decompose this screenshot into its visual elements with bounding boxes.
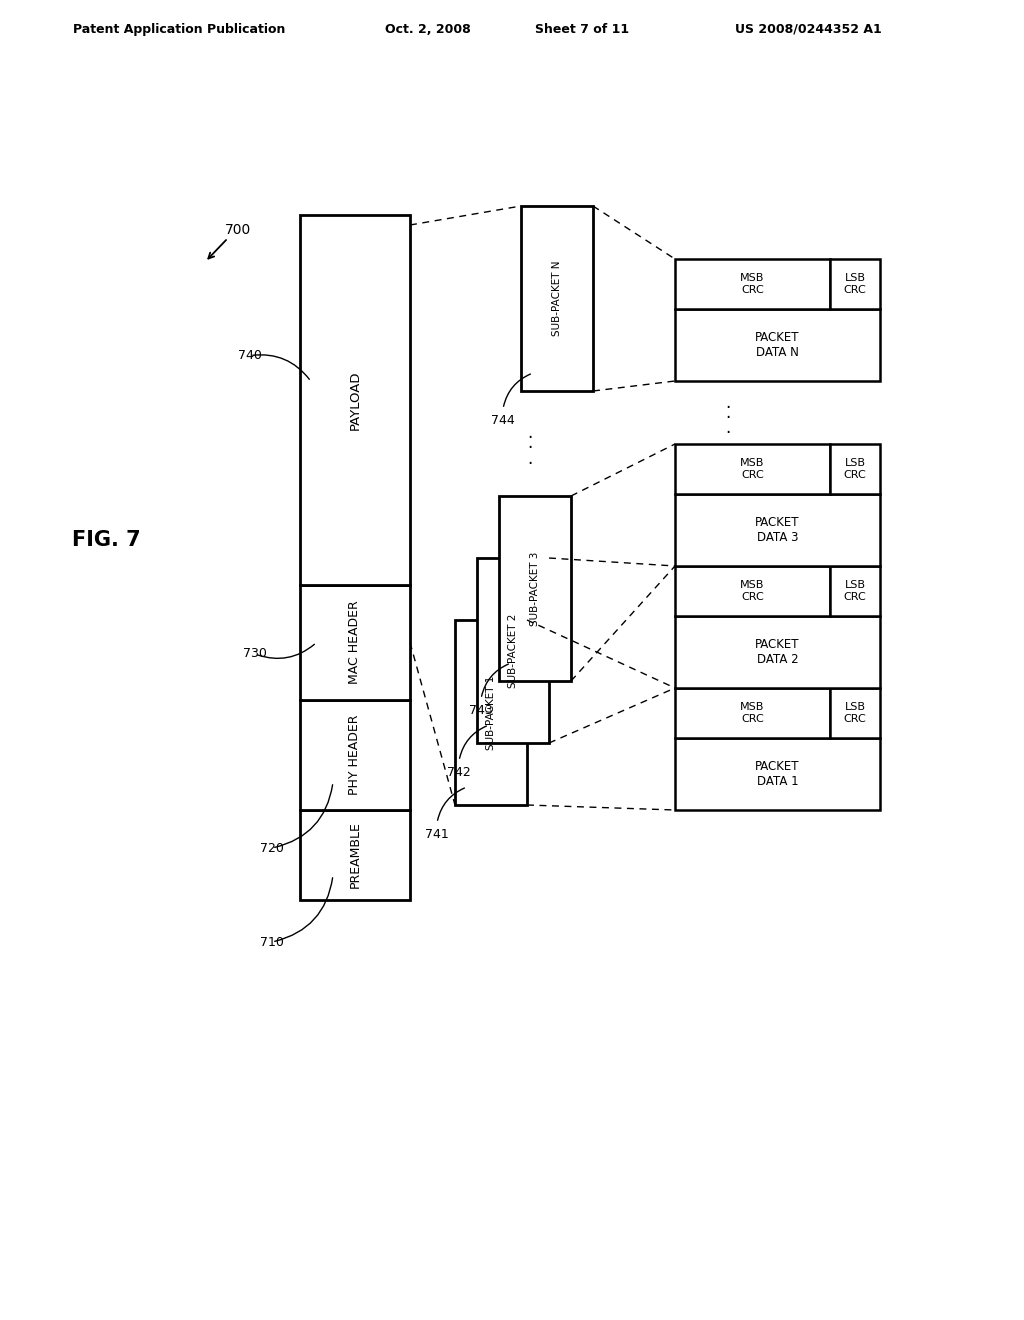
Text: PACKET
DATA N: PACKET DATA N	[756, 331, 800, 359]
Text: PACKET
DATA 3: PACKET DATA 3	[756, 516, 800, 544]
Text: .: .	[527, 434, 532, 453]
Text: MSB
CRC: MSB CRC	[740, 581, 765, 602]
FancyBboxPatch shape	[675, 309, 880, 381]
FancyBboxPatch shape	[830, 688, 880, 738]
Text: LSB
CRC: LSB CRC	[844, 702, 866, 723]
Text: 741: 741	[425, 829, 449, 842]
Text: US 2008/0244352 A1: US 2008/0244352 A1	[735, 22, 882, 36]
Text: LSB
CRC: LSB CRC	[844, 458, 866, 479]
Text: PACKET
DATA 2: PACKET DATA 2	[756, 638, 800, 667]
FancyBboxPatch shape	[300, 215, 410, 585]
Text: 720: 720	[260, 842, 284, 854]
Text: MAC HEADER: MAC HEADER	[348, 601, 361, 684]
FancyBboxPatch shape	[675, 616, 880, 688]
Text: Sheet 7 of 11: Sheet 7 of 11	[535, 22, 629, 36]
Text: LSB
CRC: LSB CRC	[844, 581, 866, 602]
Text: Patent Application Publication: Patent Application Publication	[73, 22, 286, 36]
Text: MSB
CRC: MSB CRC	[740, 702, 765, 723]
FancyBboxPatch shape	[830, 566, 880, 616]
FancyBboxPatch shape	[300, 585, 410, 700]
FancyBboxPatch shape	[455, 620, 527, 805]
Text: FIG. 7: FIG. 7	[72, 531, 140, 550]
Text: PACKET
DATA 1: PACKET DATA 1	[756, 760, 800, 788]
Text: SUB-PACKET 3: SUB-PACKET 3	[530, 552, 540, 626]
Text: 742: 742	[447, 767, 471, 780]
Text: PHY HEADER: PHY HEADER	[348, 714, 361, 795]
Text: PREAMBLE: PREAMBLE	[348, 821, 361, 888]
Text: .: .	[527, 425, 532, 442]
FancyBboxPatch shape	[830, 444, 880, 494]
FancyBboxPatch shape	[830, 259, 880, 309]
Text: Oct. 2, 2008: Oct. 2, 2008	[385, 22, 471, 36]
Text: 710: 710	[260, 936, 284, 949]
FancyBboxPatch shape	[675, 738, 880, 810]
Text: 743: 743	[469, 705, 493, 718]
FancyBboxPatch shape	[675, 444, 830, 494]
Text: 730: 730	[243, 648, 267, 660]
Text: .: .	[725, 418, 730, 437]
Text: MSB
CRC: MSB CRC	[740, 458, 765, 479]
FancyBboxPatch shape	[300, 810, 410, 900]
FancyBboxPatch shape	[300, 700, 410, 810]
FancyBboxPatch shape	[675, 566, 830, 616]
FancyBboxPatch shape	[477, 558, 549, 743]
Text: PAYLOAD: PAYLOAD	[348, 370, 361, 430]
Text: MSB
CRC: MSB CRC	[740, 273, 765, 294]
Text: SUB-PACKET 2: SUB-PACKET 2	[508, 614, 518, 688]
Text: SUB-PACKET N: SUB-PACKET N	[552, 261, 562, 337]
Text: .: .	[527, 450, 532, 467]
Text: 700: 700	[225, 223, 251, 238]
FancyBboxPatch shape	[675, 259, 830, 309]
Text: LSB
CRC: LSB CRC	[844, 273, 866, 294]
FancyBboxPatch shape	[675, 494, 880, 566]
Text: 740: 740	[238, 348, 262, 362]
FancyBboxPatch shape	[499, 496, 571, 681]
FancyBboxPatch shape	[675, 688, 830, 738]
Text: 744: 744	[492, 414, 515, 428]
FancyBboxPatch shape	[521, 206, 593, 391]
Text: SUB-PACKET 1: SUB-PACKET 1	[486, 676, 496, 750]
Text: .: .	[725, 404, 730, 421]
Text: .: .	[725, 393, 730, 412]
